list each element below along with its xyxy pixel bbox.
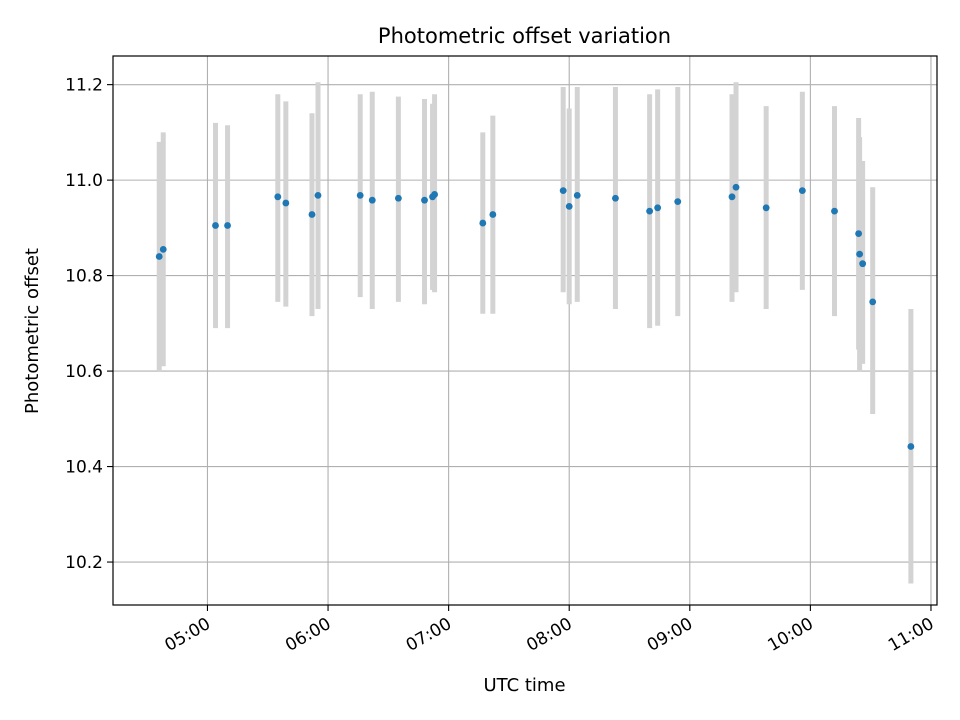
- data-point: [489, 211, 497, 218]
- data-point: [646, 207, 654, 215]
- plot-area: [113, 56, 937, 605]
- data-point: [855, 230, 863, 237]
- data-point: [224, 222, 231, 229]
- data-point: [831, 207, 838, 215]
- chart-title: Photometric offset variation: [378, 24, 671, 48]
- data-point: [159, 245, 167, 253]
- data-point: [907, 443, 915, 450]
- y-tick-label: 10.2: [65, 553, 103, 573]
- data-point: [612, 194, 619, 202]
- data-point: [314, 191, 322, 199]
- y-axis: 10.2 10.4 10.6 10.8 11.0 11.2: [65, 76, 113, 573]
- y-tick-label: 11.0: [65, 171, 103, 191]
- data-point: [212, 222, 219, 229]
- data-point: [368, 196, 376, 204]
- plot-frame: [112, 55, 938, 606]
- data-point: [274, 193, 282, 201]
- data-point: [431, 191, 438, 198]
- data-points: [155, 183, 915, 450]
- y-tick-label: 10.8: [65, 267, 103, 287]
- data-point: [798, 187, 806, 195]
- data-point: [762, 204, 770, 212]
- data-point: [565, 202, 573, 210]
- data-point: [732, 183, 740, 191]
- data-point: [573, 191, 581, 199]
- data-point: [394, 194, 402, 202]
- y-tick-label: 10.4: [65, 458, 103, 478]
- data-point: [859, 260, 867, 268]
- data-point: [674, 198, 682, 206]
- y-tick-label: 11.2: [65, 76, 103, 96]
- y-tick-label: 10.6: [65, 362, 103, 382]
- data-point: [654, 204, 662, 212]
- data-point: [856, 250, 864, 258]
- data-point: [282, 199, 290, 207]
- data-point: [308, 211, 316, 218]
- data-point: [155, 253, 163, 260]
- grid: [113, 56, 937, 605]
- data-point: [479, 219, 487, 227]
- x-axis-title: UTC time: [483, 675, 565, 696]
- y-axis-title: Photometric offset: [22, 248, 43, 414]
- data-point: [728, 193, 736, 201]
- data-point: [421, 196, 428, 204]
- data-point: [356, 191, 364, 199]
- data-point: [869, 298, 877, 306]
- data-point: [559, 187, 567, 195]
